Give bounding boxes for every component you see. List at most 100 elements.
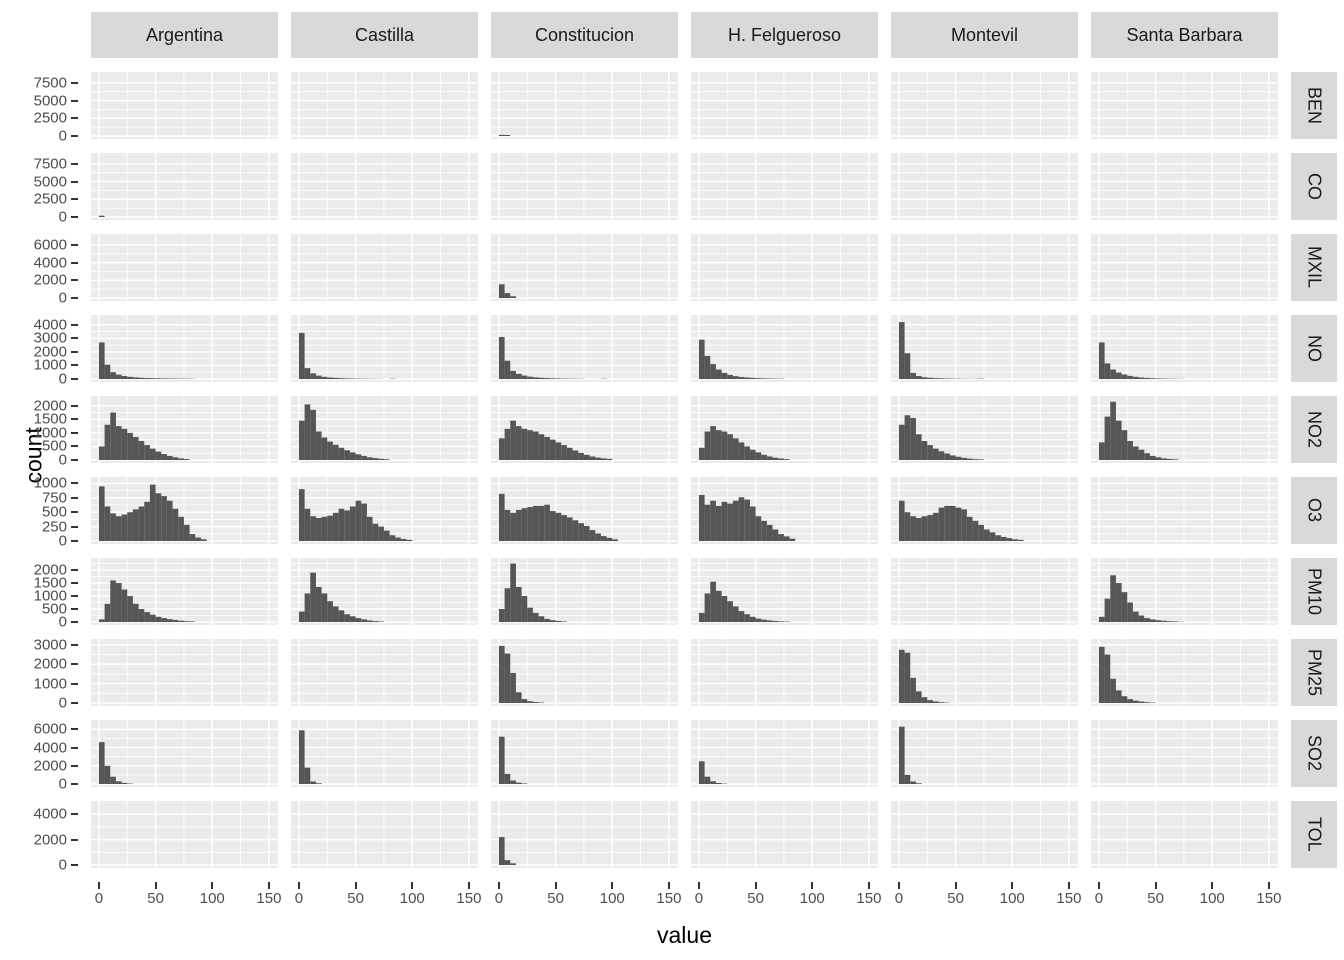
facet-panel bbox=[891, 315, 1078, 382]
histogram-bar bbox=[961, 509, 967, 541]
histogram-bar bbox=[149, 448, 156, 460]
histogram-bar bbox=[561, 515, 567, 541]
histogram-bar bbox=[915, 434, 922, 460]
y-tick-label: 2000 bbox=[33, 343, 67, 361]
facet-row-label: NO bbox=[1304, 335, 1325, 362]
histogram-bar bbox=[778, 621, 784, 622]
histogram-bar bbox=[1132, 700, 1139, 703]
histogram-bar bbox=[766, 620, 773, 622]
histogram-bar bbox=[732, 438, 739, 460]
histogram-bar bbox=[1110, 401, 1116, 460]
histogram-bar bbox=[315, 517, 322, 541]
histogram-bar bbox=[104, 765, 111, 784]
x-tick-mark bbox=[297, 882, 300, 889]
histogram-bar bbox=[1127, 602, 1133, 622]
facet-row-strip: MXIL bbox=[1291, 234, 1337, 301]
x-tick-label: 100 bbox=[199, 890, 225, 907]
histogram-bar bbox=[1132, 446, 1139, 460]
histogram-bar bbox=[715, 590, 722, 622]
histogram-bar bbox=[932, 512, 939, 541]
histogram-bar bbox=[544, 436, 550, 460]
histogram-bar bbox=[132, 436, 139, 460]
y-tick-mark bbox=[71, 496, 78, 499]
histogram-bar bbox=[183, 621, 190, 622]
histogram-bar bbox=[549, 439, 556, 460]
histogram-bar bbox=[704, 504, 711, 541]
histogram-bar bbox=[344, 450, 350, 460]
histogram-bar bbox=[498, 736, 505, 784]
histogram-bar bbox=[498, 438, 505, 460]
histogram-bar bbox=[98, 215, 105, 217]
histogram-bar bbox=[1172, 621, 1179, 622]
histogram-bar bbox=[1110, 575, 1116, 622]
y-tick-mark bbox=[71, 337, 78, 340]
y-tick-mark bbox=[71, 582, 78, 585]
histogram-bar bbox=[183, 524, 190, 541]
y-tick-mark bbox=[71, 540, 78, 542]
x-tick-mark bbox=[1154, 882, 1157, 889]
histogram-bar bbox=[944, 505, 950, 541]
histogram-bar bbox=[738, 442, 745, 460]
histogram-bar bbox=[600, 536, 607, 541]
y-tick-mark bbox=[71, 813, 78, 816]
histogram-bar bbox=[510, 420, 516, 460]
facet-panel bbox=[1091, 396, 1278, 463]
histogram-bar bbox=[504, 860, 511, 865]
y-tick-mark bbox=[71, 279, 78, 282]
facet-column-label: Santa Barbara bbox=[1126, 24, 1243, 45]
histogram-bar bbox=[921, 377, 928, 379]
histogram-bar bbox=[904, 774, 911, 784]
facet-column-label: H. Felgueroso bbox=[727, 24, 842, 45]
histogram-bar bbox=[566, 447, 573, 460]
histogram-bar bbox=[498, 134, 505, 136]
x-axis: 0 50 100 150 bbox=[491, 882, 681, 912]
histogram-bar bbox=[910, 677, 916, 703]
histogram-bar bbox=[749, 506, 756, 541]
facet-row-strip: PM25 bbox=[1291, 639, 1337, 706]
histogram-bar bbox=[904, 512, 911, 541]
x-tick-label: 150 bbox=[1056, 890, 1082, 907]
facet-panel bbox=[691, 720, 878, 787]
histogram-bar bbox=[321, 437, 328, 460]
y-tick-label: 0 bbox=[58, 127, 67, 145]
facet-grid: Argentina Castilla Constitucion H. Felguero… bbox=[14, 12, 1337, 912]
histogram-bar bbox=[710, 581, 716, 622]
y-tick-mark bbox=[71, 482, 78, 485]
histogram-bar bbox=[127, 432, 133, 460]
y-tick-mark bbox=[71, 350, 78, 353]
x-tick-mark bbox=[811, 882, 814, 889]
histogram-bar bbox=[749, 449, 756, 460]
y-tick-label: 1000 bbox=[33, 587, 67, 605]
y-tick-mark bbox=[71, 643, 78, 646]
histogram-bar bbox=[532, 505, 539, 541]
histogram-bar bbox=[498, 609, 505, 622]
histogram-bar bbox=[744, 614, 750, 622]
facet-panel bbox=[291, 801, 478, 868]
y-tick-label: 0 bbox=[58, 856, 67, 874]
histogram-bar bbox=[344, 510, 350, 541]
histogram-bar bbox=[332, 512, 339, 541]
histogram-bar bbox=[355, 500, 362, 541]
histogram-bar bbox=[332, 606, 339, 622]
histogram-bar bbox=[344, 378, 350, 379]
histogram-bar bbox=[898, 424, 905, 460]
facet-panel bbox=[1091, 720, 1278, 787]
histogram-bar bbox=[715, 505, 722, 541]
histogram-bar bbox=[344, 614, 350, 622]
histogram-bar bbox=[189, 534, 196, 541]
x-tick-label: 100 bbox=[1199, 890, 1225, 907]
histogram-bar bbox=[310, 373, 316, 379]
y-tick-label: 2500 bbox=[33, 190, 67, 208]
histogram-bar bbox=[612, 539, 618, 541]
histogram-bar bbox=[127, 376, 133, 379]
histogram-bar bbox=[698, 761, 705, 784]
y-tick-label: 1500 bbox=[33, 574, 67, 592]
facet-panel bbox=[91, 72, 278, 139]
histogram-bar bbox=[955, 507, 962, 541]
facet-column-strip: Montevil bbox=[891, 12, 1078, 58]
facet-panel bbox=[691, 153, 878, 220]
facet-panel bbox=[491, 396, 678, 463]
histogram-bar bbox=[166, 455, 173, 460]
x-tick-mark bbox=[697, 882, 700, 889]
histogram-bar bbox=[1000, 536, 1007, 541]
